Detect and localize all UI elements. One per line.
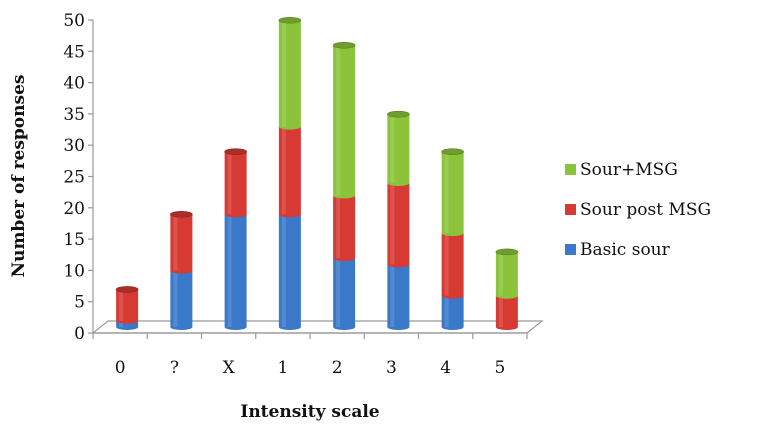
bar-segment-highlight xyxy=(281,214,286,327)
bar-segment-highlight xyxy=(173,214,178,271)
bar-segment-highlight xyxy=(444,151,449,234)
legend-swatch xyxy=(565,244,576,255)
bar-segment-highlight xyxy=(498,251,503,296)
bar-segment-highlight xyxy=(336,258,341,327)
bar-stack xyxy=(115,286,139,330)
legend-item: Sour+MSG xyxy=(565,160,678,180)
x-tick-label: 3 xyxy=(386,358,397,378)
bar-cap xyxy=(441,148,464,156)
legend-label: Basic sour xyxy=(580,240,671,260)
bar-segment-highlight xyxy=(444,233,449,296)
bar-stack xyxy=(332,41,356,330)
bar-segment-highlight xyxy=(119,320,124,327)
bar-segment-highlight xyxy=(281,20,286,127)
bar-stack xyxy=(278,16,302,330)
legend-item: Basic sour xyxy=(565,240,671,260)
legend-label: Sour+MSG xyxy=(580,160,678,180)
bar-stack xyxy=(441,148,464,330)
y-axis-title: Number of responses xyxy=(9,75,29,278)
y-tick-label: 25 xyxy=(63,168,85,188)
bar-segment-highlight xyxy=(281,126,286,215)
y-tick-label: 50 xyxy=(63,11,85,31)
floor-plane xyxy=(91,320,544,334)
y-tick-labels: 0 5 10 15 20 25 30 35 40 45 50 xyxy=(63,11,85,344)
y-tick-label: 30 xyxy=(63,136,85,156)
legend-item: Sour post MSG xyxy=(565,200,711,220)
bar-cap xyxy=(278,16,302,24)
x-tick-label: 4 xyxy=(440,358,451,378)
y-tick-label: 35 xyxy=(63,105,85,125)
x-tick-label: 1 xyxy=(277,358,288,378)
bar-cap xyxy=(387,110,410,118)
bar-segment-highlight xyxy=(336,195,341,259)
chart-floor xyxy=(91,320,544,334)
legend: Sour+MSG Sour post MSG Basic sour xyxy=(565,160,711,260)
bar-segment-highlight xyxy=(390,264,395,327)
bar-stack xyxy=(495,248,519,330)
x-tick-label: ? xyxy=(170,358,179,378)
x-tick-label: 5 xyxy=(494,358,505,378)
y-tick-label: 45 xyxy=(63,42,85,62)
x-tick-label: 0 xyxy=(115,358,126,378)
bar-stack xyxy=(387,110,410,330)
bar-segment-highlight xyxy=(336,45,341,196)
bar-stack xyxy=(170,211,193,330)
y-tick-label: 5 xyxy=(74,293,85,313)
y-tick-label: 40 xyxy=(63,74,85,94)
bar-stacks xyxy=(115,16,519,330)
bar-segment-highlight xyxy=(173,270,178,327)
y-tick-label: 15 xyxy=(63,230,85,250)
bar-segment-highlight xyxy=(498,295,503,327)
bar-segment-highlight xyxy=(119,289,124,321)
x-tick-labels: 0? X 1 2 3 4 5 xyxy=(115,358,506,378)
y-tick-label: 20 xyxy=(63,199,85,219)
bar-cap xyxy=(115,286,139,293)
bar-segment-highlight xyxy=(390,114,395,184)
legend-label: Sour post MSG xyxy=(580,200,711,220)
bar-segment-highlight xyxy=(390,183,395,265)
bar-stack xyxy=(224,148,247,330)
bar-cap xyxy=(495,248,519,256)
bar-cap xyxy=(170,211,193,218)
y-tick-label: 0 xyxy=(74,324,85,344)
x-axis-title: Intensity scale xyxy=(240,402,379,422)
bar-cap xyxy=(224,148,247,156)
legend-swatch xyxy=(565,204,576,215)
y-tick-label: 10 xyxy=(63,261,85,281)
chart-axes xyxy=(88,19,528,339)
bar-cap xyxy=(332,41,356,49)
legend-swatch xyxy=(565,164,576,175)
bar-segment-highlight xyxy=(227,214,232,327)
bar-segment-highlight xyxy=(227,151,232,215)
x-tick-label: 2 xyxy=(332,358,343,378)
x-tick-label: X xyxy=(223,358,236,378)
bar-segment-highlight xyxy=(444,295,449,327)
